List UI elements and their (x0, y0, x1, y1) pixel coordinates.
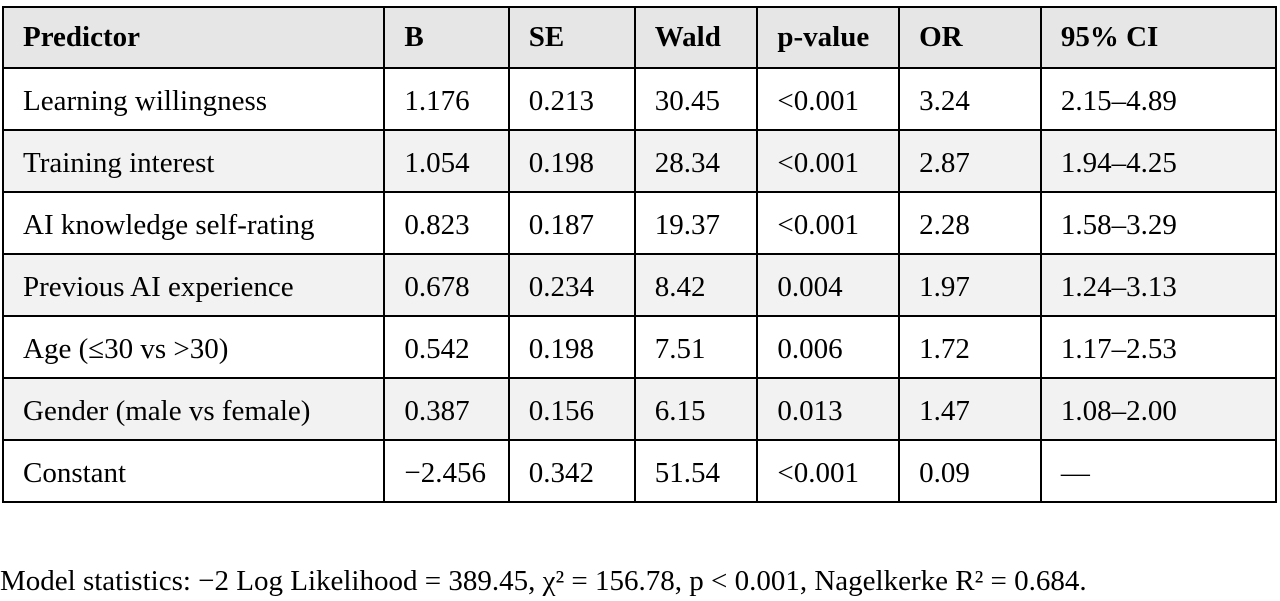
cell-p-value: 0.006 (756, 315, 901, 379)
cell-predictor: Previous AI experience (1, 253, 386, 317)
cell-wald: 6.15 (633, 377, 759, 441)
cell-se: 0.213 (507, 67, 636, 131)
cell-se: 0.234 (507, 253, 636, 317)
cell-or: 2.28 (898, 191, 1042, 255)
cell-ci: 1.58–3.29 (1039, 191, 1278, 255)
cell-se: 0.198 (507, 315, 636, 379)
cell-predictor: Gender (male vs female) (1, 377, 386, 441)
cell-b: 0.542 (383, 315, 510, 379)
cell-ci: 1.94–4.25 (1039, 129, 1278, 193)
table-row: Training interest 1.054 0.198 28.34 <0.0… (1, 129, 1278, 193)
cell-or: 1.72 (898, 315, 1042, 379)
cell-predictor: Training interest (1, 129, 386, 193)
header-predictor: Predictor (1, 6, 386, 69)
cell-ci: — (1039, 439, 1278, 503)
cell-b: −2.456 (383, 439, 510, 503)
cell-or: 3.24 (898, 67, 1042, 131)
cell-or: 1.47 (898, 377, 1042, 441)
table-row: Gender (male vs female) 0.387 0.156 6.15… (1, 377, 1278, 441)
table-row: Constant −2.456 0.342 51.54 <0.001 0.09 … (1, 439, 1278, 503)
cell-predictor: AI knowledge self-rating (1, 191, 386, 255)
cell-se: 0.342 (507, 439, 636, 503)
cell-se: 0.187 (507, 191, 636, 255)
cell-ci: 1.08–2.00 (1039, 377, 1278, 441)
header-ci: 95% CI (1039, 6, 1278, 69)
cell-b: 0.678 (383, 253, 510, 317)
cell-wald: 8.42 (633, 253, 759, 317)
cell-b: 1.054 (383, 129, 510, 193)
cell-p-value: 0.004 (756, 253, 901, 317)
cell-p-value: <0.001 (756, 129, 901, 193)
table-row: Previous AI experience 0.678 0.234 8.42 … (1, 253, 1278, 317)
cell-ci: 1.17–2.53 (1039, 315, 1278, 379)
cell-b: 0.823 (383, 191, 510, 255)
table-row: Age (≤30 vs >30) 0.542 0.198 7.51 0.006 … (1, 315, 1278, 379)
cell-p-value: <0.001 (756, 191, 901, 255)
cell-wald: 19.37 (633, 191, 759, 255)
cell-se: 0.198 (507, 129, 636, 193)
table-row: AI knowledge self-rating 0.823 0.187 19.… (1, 191, 1278, 255)
cell-b: 1.176 (383, 67, 510, 131)
cell-p-value: 0.013 (756, 377, 901, 441)
cell-predictor: Constant (1, 439, 386, 503)
header-b: B (383, 6, 510, 69)
cell-predictor: Age (≤30 vs >30) (1, 315, 386, 379)
cell-ci: 1.24–3.13 (1039, 253, 1278, 317)
table-header-row: Predictor B SE Wald p-value OR 95% CI (1, 6, 1278, 69)
cell-wald: 28.34 (633, 129, 759, 193)
cell-ci: 2.15–4.89 (1039, 67, 1278, 131)
cell-p-value: <0.001 (756, 67, 901, 131)
model-statistics-footnote: Model statistics: −2 Log Likelihood = 38… (0, 565, 1087, 597)
cell-p-value: <0.001 (756, 439, 901, 503)
cell-wald: 7.51 (633, 315, 759, 379)
cell-or: 2.87 (898, 129, 1042, 193)
cell-se: 0.156 (507, 377, 636, 441)
header-or: OR (898, 6, 1042, 69)
cell-predictor: Learning willingness (1, 67, 386, 131)
cell-or: 1.97 (898, 253, 1042, 317)
header-wald: Wald (633, 6, 759, 69)
table-row: Learning willingness 1.176 0.213 30.45 <… (1, 67, 1278, 131)
header-se: SE (507, 6, 636, 69)
cell-wald: 30.45 (633, 67, 759, 131)
cell-b: 0.387 (383, 377, 510, 441)
logistic-regression-table: Predictor B SE Wald p-value OR 95% CI Le… (1, 6, 1278, 503)
header-p-value: p-value (756, 6, 901, 69)
cell-wald: 51.54 (633, 439, 759, 503)
cell-or: 0.09 (898, 439, 1042, 503)
